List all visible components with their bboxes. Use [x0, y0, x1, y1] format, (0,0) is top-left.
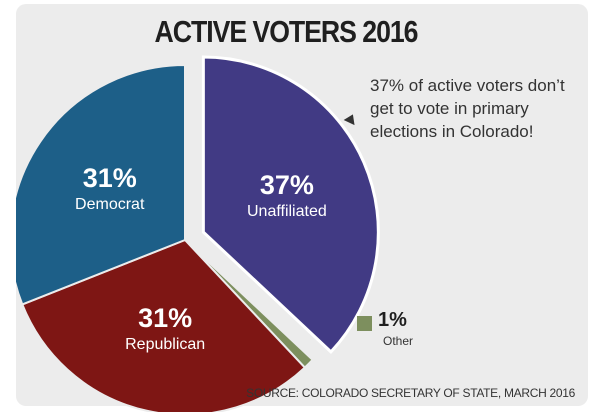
pie-chart: 37% Unaffiliated 31% Republican 31% Democrat — [16, 55, 380, 412]
pie-label-democrat: Democrat — [75, 196, 145, 213]
other-value-label: 1% — [378, 309, 407, 331]
other-legend-swatch — [357, 316, 372, 331]
pie-slice-unaffiliated — [201, 55, 380, 354]
annotation-text: 37% of active voters don’t get to vote i… — [370, 76, 565, 141]
pie-value-republican: 31% — [138, 303, 192, 333]
other-category-label: Other — [383, 334, 414, 348]
pie-slice-democrat — [16, 63, 186, 306]
pie-label-republican: Republican — [125, 336, 205, 353]
chart-title: ACTIVE VOTERS 2016 — [154, 14, 419, 49]
pie-label-unaffiliated: Unaffiliated — [247, 203, 327, 220]
pie-value-democrat: 31% — [83, 163, 137, 193]
pie-slice-republican — [20, 238, 307, 412]
source-note: SOURCE: COLORADO SECRETARY OF STATE, MAR… — [246, 386, 575, 400]
pie-value-unaffiliated: 37% — [260, 170, 314, 200]
